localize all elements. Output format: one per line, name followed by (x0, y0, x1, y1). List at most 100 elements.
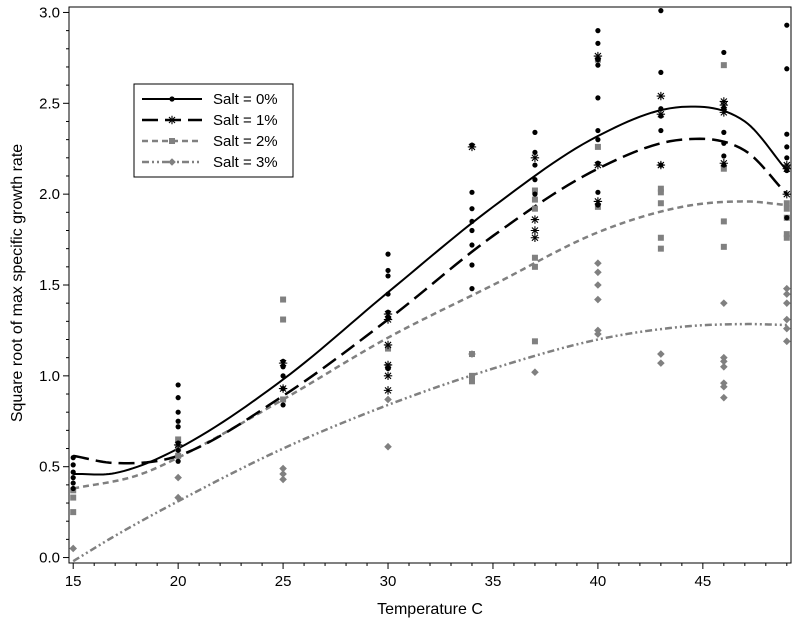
series-2-point (383, 360, 393, 370)
asterisk-stroke (782, 160, 792, 170)
series-1-point (532, 129, 538, 135)
legend-marker (169, 96, 175, 102)
series-4-point (174, 493, 182, 502)
series-4-point (594, 268, 602, 277)
series-1-point (469, 242, 475, 248)
series-4-point (657, 350, 665, 358)
series-3-point (531, 196, 538, 203)
series-1-point (784, 215, 790, 221)
series-3-point (594, 143, 601, 150)
series-1-point (595, 40, 601, 46)
series-3-point (657, 189, 664, 196)
series-1-point (385, 267, 391, 274)
series-4-point (384, 395, 392, 404)
series-1-point (784, 144, 790, 150)
x-tick-label: 45 (695, 573, 712, 590)
asterisk-stroke (167, 115, 177, 125)
series-1-point (175, 424, 181, 430)
legend-label: Salt = 0% (213, 91, 278, 108)
series-4-point (594, 326, 602, 335)
asterisk-stroke (719, 108, 729, 117)
series-1-point (385, 315, 391, 321)
asterisk-stroke (782, 189, 792, 199)
series-3-point (783, 200, 790, 207)
series-1-point (595, 62, 601, 68)
series-3-point (531, 205, 538, 212)
series-2-point (383, 340, 393, 350)
series-1-point (70, 455, 76, 461)
series-2-point (782, 160, 792, 170)
series-4-point (783, 315, 791, 324)
series-1-point (595, 95, 601, 101)
series-3-point (657, 185, 664, 192)
x-tick-label: 20 (170, 573, 187, 590)
x-tick-label: 35 (485, 573, 502, 590)
series-1-point (280, 402, 286, 408)
series-2-point (656, 91, 666, 101)
series-1-point (385, 273, 391, 279)
series-1-point (595, 57, 601, 63)
series-3-point (720, 243, 727, 250)
legend-marker (168, 158, 176, 166)
series-1-point (280, 358, 286, 364)
series-4-point (594, 259, 602, 267)
asterisk-stroke (383, 360, 393, 370)
asterisk-stroke (530, 226, 540, 235)
series-1-point (532, 191, 538, 197)
plot-area (69, 8, 792, 563)
y-tick-label: 3.0 (39, 4, 60, 21)
series-4-point (657, 359, 665, 367)
series-4-point (279, 464, 287, 473)
series-1-point (784, 66, 790, 72)
y-tick-label: 1.5 (39, 277, 60, 294)
series-3-point (783, 231, 790, 238)
series-3-point (657, 245, 664, 252)
series-4-point (279, 475, 287, 484)
series-2-point (593, 197, 603, 206)
series-1-point (595, 202, 601, 208)
series-1-point (658, 8, 664, 14)
series-2-point (383, 386, 393, 395)
series-3-point (70, 494, 77, 501)
x-tick-label: 30 (380, 573, 397, 590)
series-1-point (175, 395, 181, 401)
series-3-point (280, 316, 287, 323)
series-1-point (595, 137, 601, 143)
series-1-point (721, 162, 727, 168)
y-tick-label: 2.0 (39, 186, 60, 203)
series-1-point (469, 262, 475, 268)
series-1-point (70, 475, 76, 481)
series-4-point (783, 299, 791, 307)
legend-marker (169, 138, 175, 144)
asterisk-stroke (593, 197, 603, 206)
series-3-point (720, 62, 727, 69)
series-3-point (280, 296, 287, 303)
asterisk-stroke (656, 91, 666, 101)
series-1-point (721, 49, 727, 56)
series-1-point (532, 162, 538, 168)
series-1-point (532, 149, 538, 155)
series-1-point (784, 167, 790, 174)
x-tick-label: 15 (65, 573, 82, 590)
series-1-point (721, 140, 727, 146)
series-4-point (783, 284, 791, 293)
series-1-point (721, 153, 727, 159)
series-4-point (279, 470, 287, 478)
series-1-point (658, 162, 664, 168)
series-3-point (720, 218, 727, 225)
series-4-point (783, 337, 791, 346)
y-tick-label: 1.0 (39, 368, 60, 385)
asterisk-stroke (593, 51, 603, 61)
series-1-point (385, 365, 391, 372)
series-2-point (530, 233, 540, 242)
series-1-point (70, 480, 76, 486)
series-2-fit-line (72, 137, 788, 465)
series-1-point (175, 458, 181, 464)
legend-label: Salt = 3% (213, 154, 278, 171)
series-4-point (720, 362, 728, 371)
series-1-point (721, 129, 727, 135)
series-1-point (280, 373, 286, 379)
series-1-point (784, 155, 790, 161)
series-3-fit-line (72, 200, 787, 490)
